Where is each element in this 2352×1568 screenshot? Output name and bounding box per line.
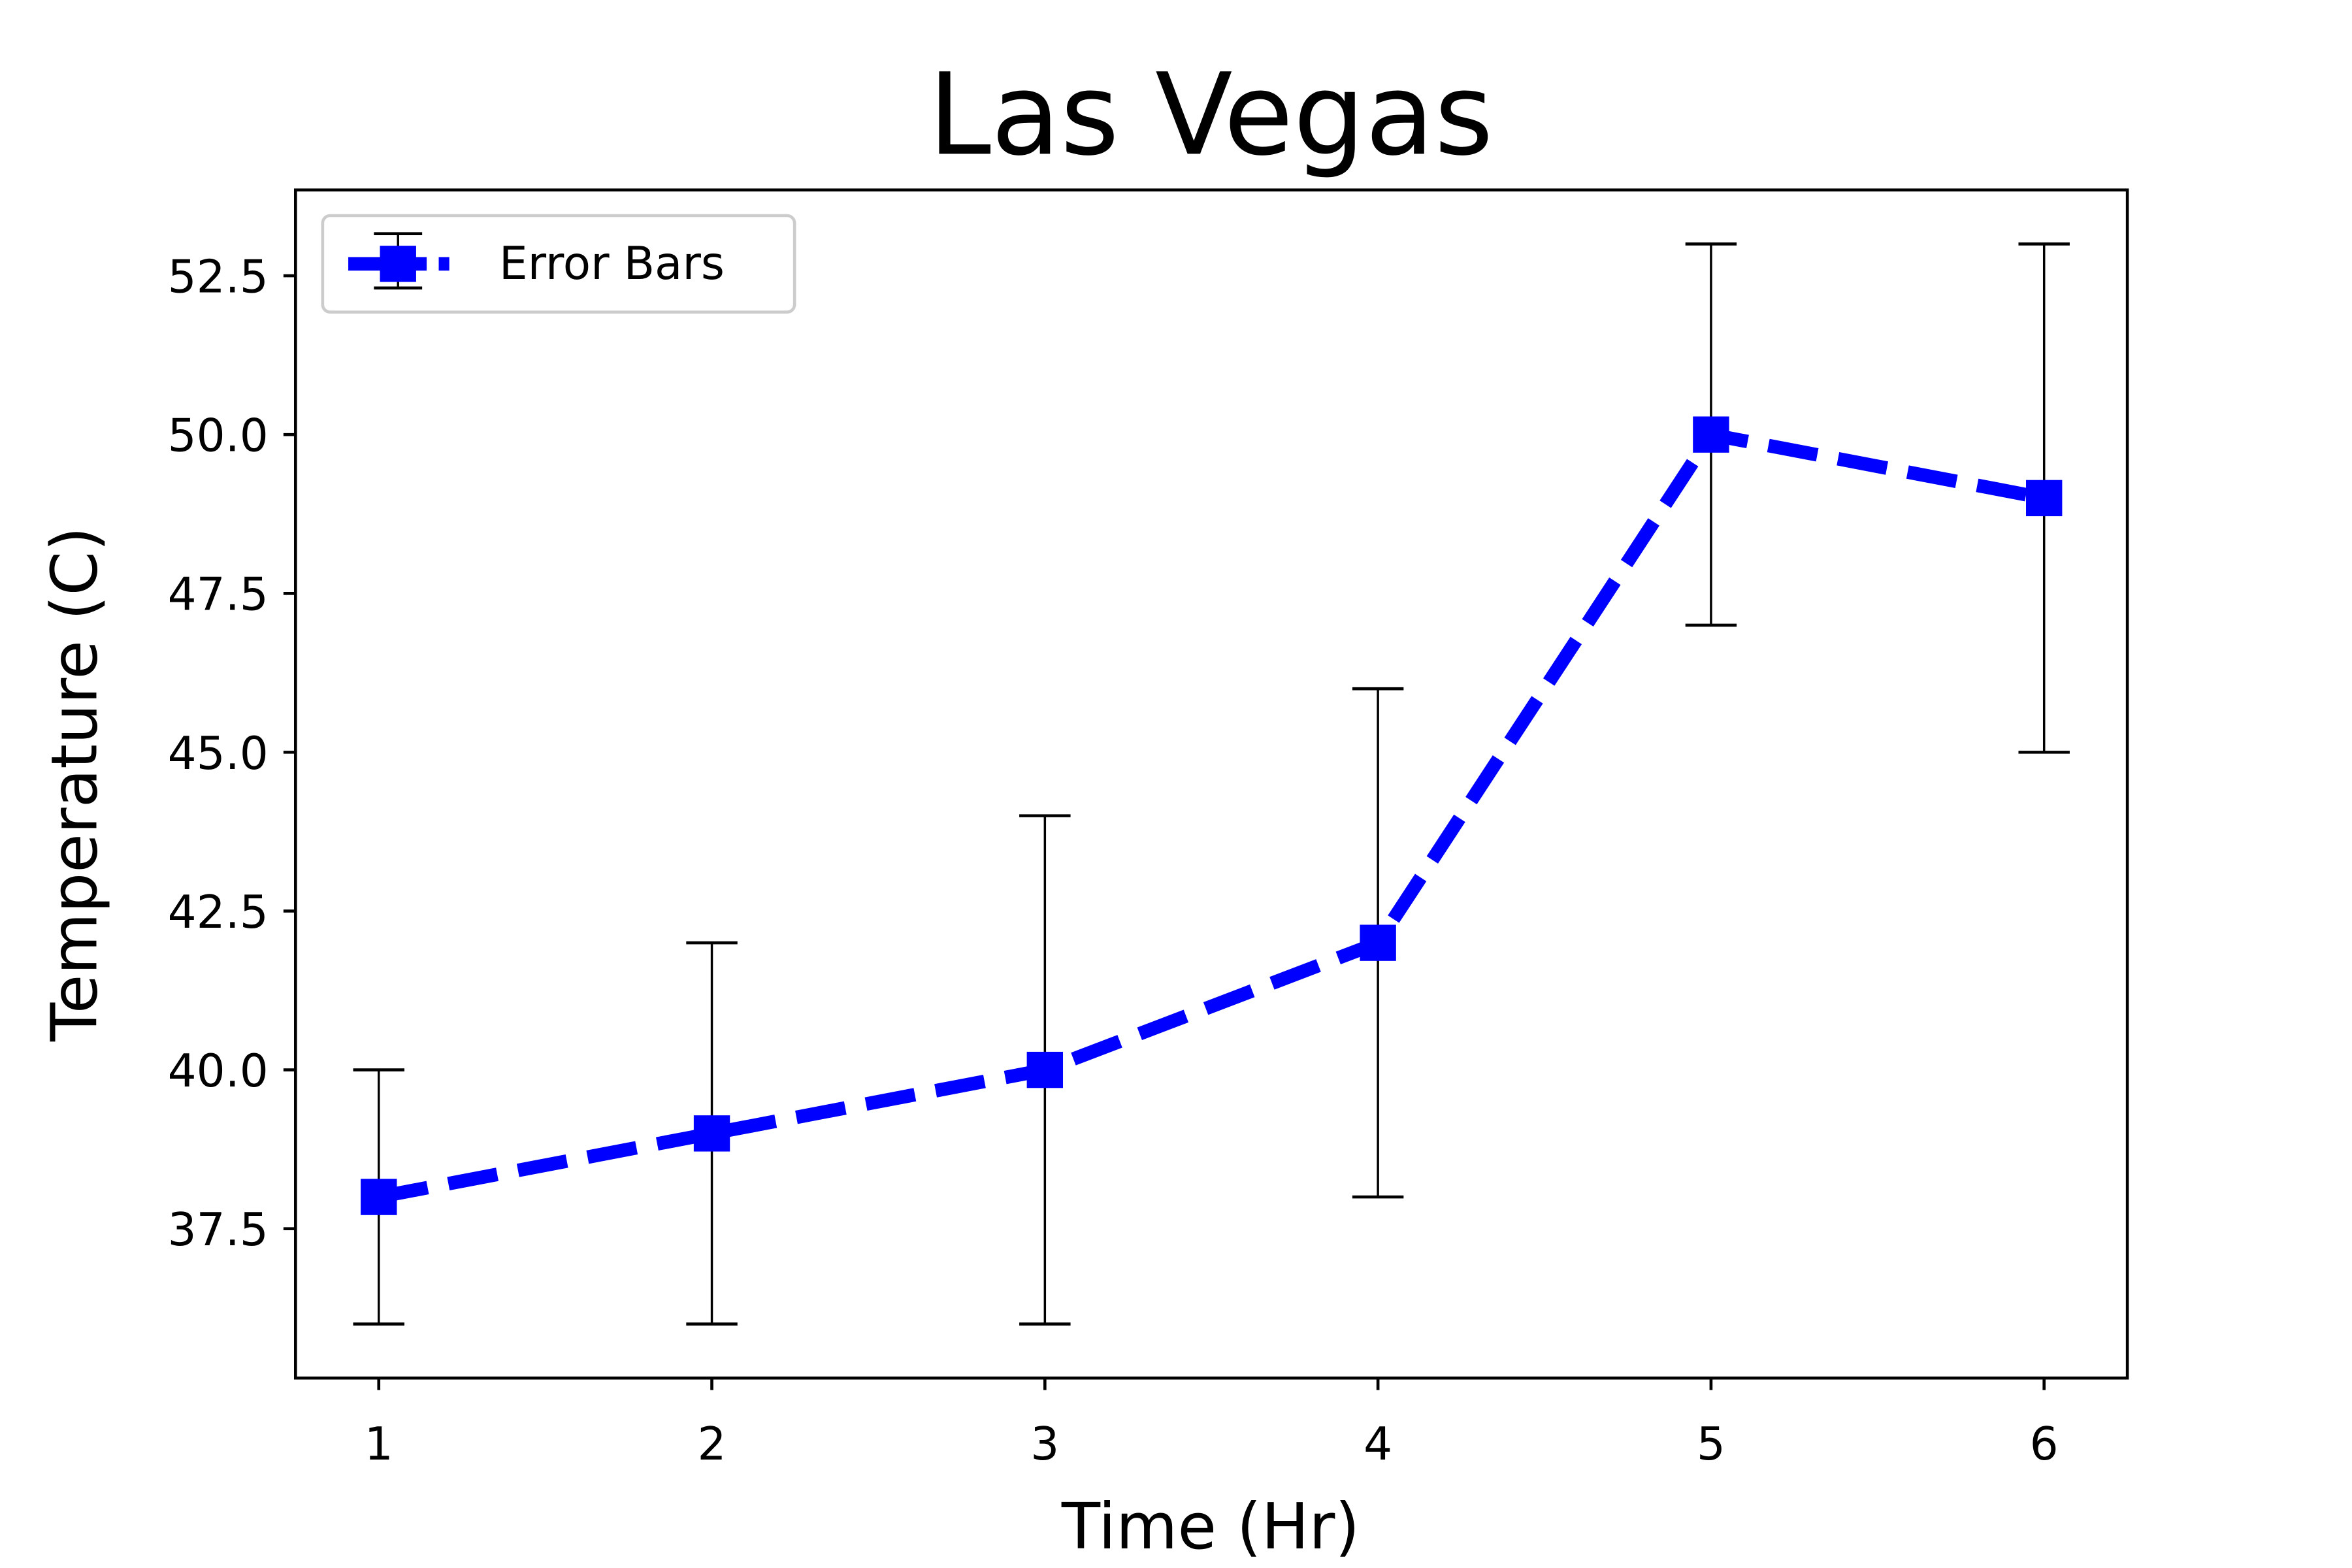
y-tick-label: 45.0 — [168, 728, 269, 780]
data-point — [693, 1115, 730, 1152]
legend-box — [321, 214, 796, 314]
x-tick-label: 3 — [1030, 1418, 1059, 1471]
y-axis-label: Temperature (C) — [38, 527, 112, 1042]
legend-swatch — [348, 232, 449, 290]
y-tick-label: 40.0 — [168, 1045, 269, 1098]
data-point — [361, 1179, 397, 1215]
y-tick-label: 47.5 — [168, 569, 269, 621]
x-axis: 1 2 3 4 5 6 — [365, 1378, 2059, 1471]
plot-area — [353, 242, 2070, 1326]
series-0 — [353, 242, 2070, 1326]
x-tick-label: 4 — [1364, 1418, 1392, 1471]
x-tick-label: 1 — [365, 1418, 393, 1471]
data-point — [1026, 1051, 1064, 1088]
data-point — [2026, 480, 2063, 517]
data-point — [1693, 416, 1729, 453]
y-tick-label: 37.5 — [168, 1204, 269, 1256]
y-axis: 37.5 40.0 42.5 45.0 47.5 50.0 52.5 — [168, 251, 296, 1256]
legend-marker — [380, 246, 416, 282]
data-point — [1360, 924, 1396, 961]
series-line — [377, 427, 2046, 1204]
x-tick-label: 6 — [2030, 1418, 2059, 1471]
legend-label: Error Bars — [499, 238, 725, 290]
x-axis-label: Time (Hr) — [1061, 1490, 1360, 1563]
y-tick-label: 52.5 — [168, 251, 269, 303]
legend: Error Bars — [321, 214, 796, 314]
x-tick-label: 2 — [698, 1418, 727, 1471]
plot-frame — [293, 188, 2129, 1380]
chart-title: Las Vegas — [928, 48, 1493, 180]
x-tick-label: 5 — [1697, 1418, 1725, 1471]
y-tick-label: 50.0 — [168, 410, 269, 463]
y-tick-label: 42.5 — [168, 887, 269, 939]
